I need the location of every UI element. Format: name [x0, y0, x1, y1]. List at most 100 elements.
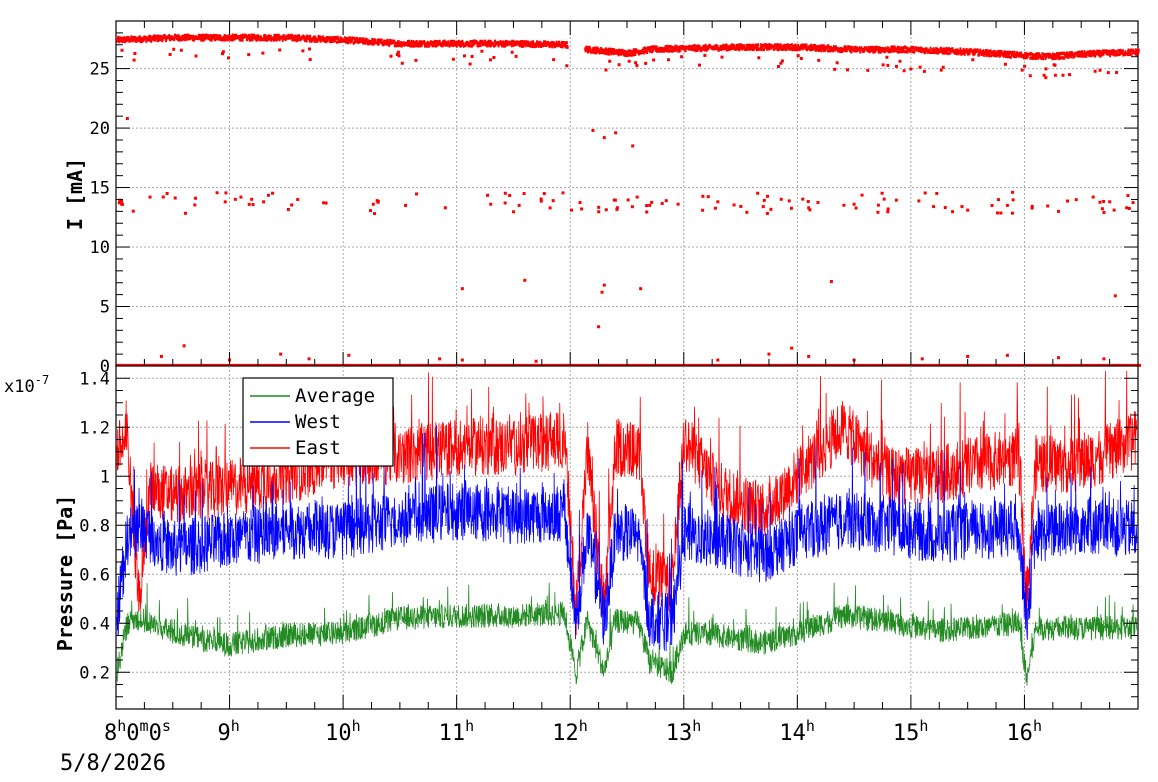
current-data-point [224, 191, 228, 195]
current-data-point [1057, 209, 1061, 213]
current-data-point [739, 204, 743, 208]
time-axis-start-h: h [117, 717, 126, 735]
current-data-point [539, 197, 543, 201]
current-data-point [266, 193, 270, 197]
current-data-point [279, 352, 283, 356]
current-data-point [923, 191, 927, 195]
time-axis: 9h 10h 11h 12h 13h 14h 15h 16h 8h0m0s 5/8/2026 [60, 21, 1139, 776]
current-data-point [561, 191, 565, 195]
current-data-point [787, 199, 791, 203]
current-data-point [415, 192, 419, 196]
current-data-point [1113, 294, 1117, 298]
time-axis-start-min: 0 [126, 721, 139, 746]
y-tick-label: 0 [100, 357, 110, 377]
current-data-point [580, 207, 584, 211]
current-data-point [570, 208, 574, 212]
current-data-point [630, 205, 634, 209]
current-data-point [368, 209, 372, 213]
current-data-point [650, 200, 654, 204]
current-data-point [615, 206, 619, 210]
current-data-point [762, 198, 766, 202]
pressure-series-average [116, 582, 1138, 686]
time-tick-hour: 15 [893, 721, 920, 746]
y-tick-label: 25 [90, 60, 110, 80]
current-data-point [322, 201, 326, 205]
current-data-point [1112, 208, 1116, 212]
current-data-point [371, 202, 375, 206]
legend-label-west: West [295, 411, 341, 433]
current-data-point [183, 211, 187, 215]
time-tick-hour: 12 [552, 721, 579, 746]
current-data-point [790, 346, 794, 350]
current-data-point [852, 202, 856, 206]
current-data-point [542, 192, 546, 196]
current-data-point [1102, 199, 1106, 203]
current-data-point [523, 278, 527, 282]
current-data-point [1074, 198, 1078, 202]
current-data-point [604, 208, 608, 212]
current-data-point [966, 354, 970, 358]
current-data-point [1102, 211, 1106, 215]
current-data-point [614, 131, 618, 135]
current-data-point [801, 197, 805, 201]
current-data-point [886, 207, 890, 211]
time-tick-label: 10h [325, 717, 361, 746]
current-data-point [765, 211, 769, 215]
current-panel: 0 5 10 15 20 25 I [mA] [63, 20, 1141, 377]
current-plot-frame [115, 20, 1139, 367]
current-data-point [503, 201, 507, 205]
time-tick-unit: h [352, 717, 361, 735]
y-tick-label: 5 [100, 298, 110, 318]
current-data-point [960, 205, 964, 209]
current-data-point [193, 203, 197, 207]
current-data-point [1030, 204, 1034, 208]
current-data-point [119, 199, 123, 203]
current-data-point [876, 203, 880, 207]
current-data-point [706, 195, 710, 199]
current-data-point [876, 210, 880, 214]
current-data-point [460, 287, 464, 291]
time-tick-unit: h [692, 717, 701, 735]
current-y-ticks: 0 5 10 15 20 25 [90, 32, 1138, 377]
pressure-exponent-power: -7 [35, 373, 49, 387]
current-data-point [631, 144, 635, 148]
pressure-panel: 0.20.40.60.811.21.4 Pressure [Pa] x10-7 … [4, 365, 1139, 710]
current-data-point [1066, 199, 1070, 203]
current-data-point [767, 352, 771, 356]
current-data-point [262, 200, 266, 204]
current-data-point [602, 136, 606, 140]
current-data-point [882, 197, 886, 201]
current-data-point [996, 211, 1000, 215]
current-data-point [766, 194, 770, 198]
current-data-point [602, 283, 606, 287]
current-data-point [612, 198, 616, 202]
time-tick-hour: 13 [666, 721, 693, 746]
current-data-point [664, 199, 668, 203]
current-data-point [932, 205, 936, 209]
current-data-point [233, 197, 237, 201]
current-data-point [1091, 195, 1095, 199]
current-data-point [460, 358, 464, 362]
current-data-point [806, 200, 810, 204]
time-tick-unit: h [806, 717, 815, 735]
current-data-point [324, 201, 328, 205]
current-data-point [966, 208, 970, 212]
current-data-point [247, 202, 251, 206]
current-data-point [1108, 200, 1112, 204]
time-tick-unit: h [231, 717, 240, 735]
y-tick-label: 1 [100, 467, 110, 487]
y-tick-label: 10 [90, 238, 110, 258]
current-data-point [591, 128, 595, 132]
current-data-point [886, 210, 890, 214]
pressure-series-lines [116, 370, 1138, 686]
current-data-point [639, 287, 643, 291]
current-data-point [597, 325, 601, 329]
current-data-point [807, 206, 811, 210]
y-tick-label: 0.4 [79, 614, 110, 634]
current-data-point [789, 206, 793, 210]
current-data-point [131, 209, 135, 213]
legend-label-average: Average [295, 385, 375, 407]
pressure-exponent-label: x10-7 [4, 373, 49, 397]
current-data-point [290, 203, 294, 207]
